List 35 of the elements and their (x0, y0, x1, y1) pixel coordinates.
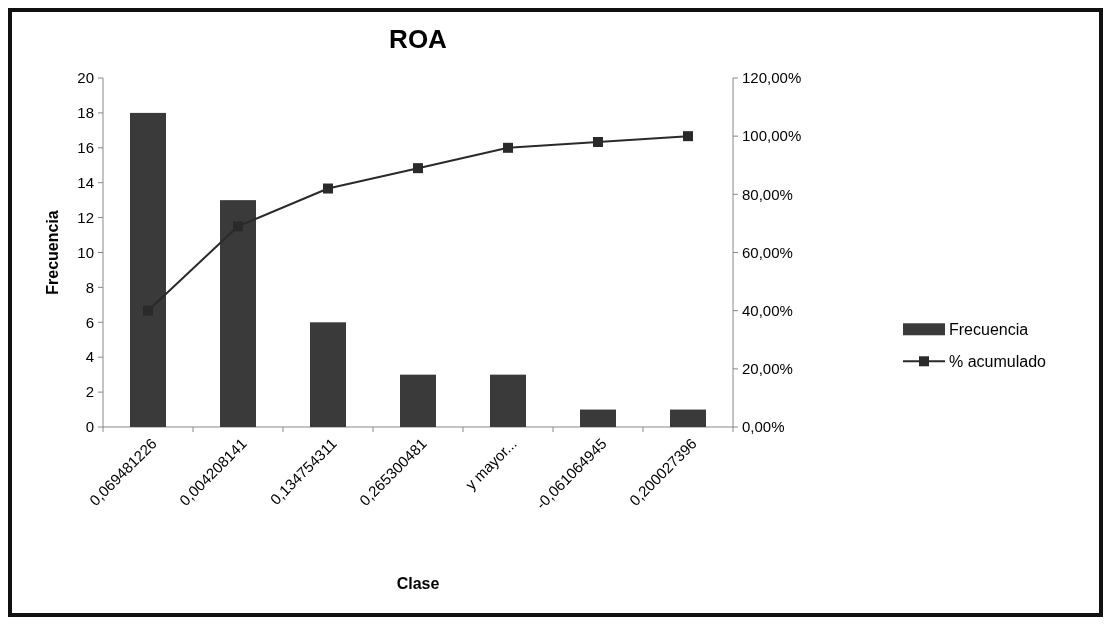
y2-tick-label: 0,00% (742, 418, 785, 436)
y-tick-label: 6 (85, 313, 94, 331)
point (683, 131, 693, 142)
y-tick-label: 18 (77, 104, 94, 122)
y2-tick-label: 60,00% (742, 243, 793, 261)
bar (400, 374, 436, 427)
bar (580, 409, 616, 427)
y2-tick-label: 40,00% (742, 301, 793, 319)
y-tick-label: 12 (77, 208, 94, 226)
y2-tick-label: 120,00% (742, 69, 802, 87)
chart-title: ROA (389, 24, 448, 54)
point (323, 183, 333, 194)
point (593, 136, 603, 147)
y-tick-label: 8 (85, 278, 94, 296)
y2-tick-label: 80,00% (742, 185, 793, 203)
legend-label: Frecuencia (949, 320, 1029, 338)
point (503, 142, 513, 153)
y2-tick-label: 20,00% (742, 360, 793, 378)
bar (670, 409, 706, 427)
y-tick-label: 20 (77, 69, 94, 87)
y2-tick-label: 100,00% (742, 127, 802, 145)
y-tick-label: 4 (85, 348, 94, 366)
point (413, 163, 423, 174)
bar (130, 112, 166, 427)
x-axis-title: Clase (396, 575, 440, 592)
legend-label: % acumulado (949, 352, 1047, 370)
bar (220, 200, 256, 427)
y-tick-label: 16 (77, 139, 94, 157)
y-tick-label: 14 (77, 173, 94, 191)
y-tick-label: 10 (77, 243, 94, 261)
y-tick-label: 2 (85, 383, 94, 401)
y-axis-title: Frecuencia (44, 210, 61, 295)
bar (310, 322, 346, 427)
bar (490, 374, 526, 427)
y-tick-label: 0 (85, 418, 94, 436)
